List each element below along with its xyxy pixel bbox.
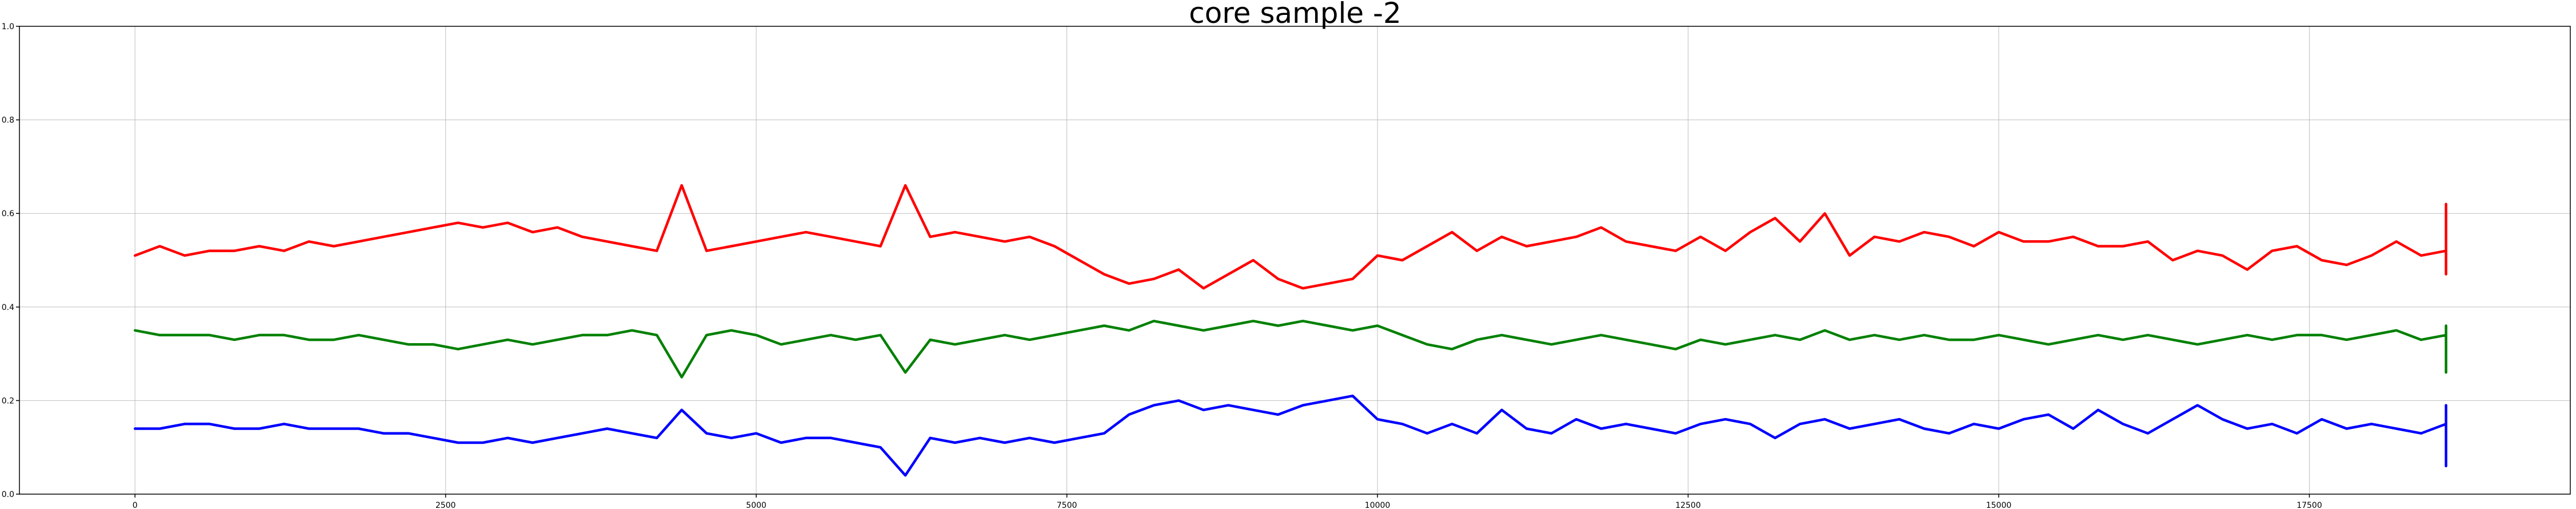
- x-axis: 0 2500 5000 7500 10000 12500 15000 17500: [133, 494, 2322, 509]
- x-tick-label: 5000: [746, 501, 766, 509]
- series-lines: [133, 184, 2447, 477]
- x-tick-label: 15000: [1986, 501, 2012, 509]
- y-axis: 0.0 0.2 0.4 0.6 0.8 1.0: [2, 22, 19, 499]
- y-tick-label: 0.4: [2, 303, 14, 312]
- x-tick-label: 2500: [436, 501, 456, 509]
- y-tick-label: 0.0: [2, 490, 14, 499]
- x-tick-label: 17500: [2297, 501, 2322, 509]
- y-tick-label: 0.2: [2, 396, 14, 405]
- x-tick-label: 7500: [1057, 501, 1077, 509]
- x-tick-label: 10000: [1365, 501, 1391, 509]
- plot-area-frame: [19, 26, 2571, 495]
- series-line-green: [133, 320, 2447, 379]
- x-tick-label: 0: [133, 501, 138, 509]
- series-line-red: [133, 184, 2447, 290]
- y-tick-label: 0.6: [2, 209, 14, 218]
- x-tick-label: 12500: [1675, 501, 1701, 509]
- y-tick-label: 0.8: [2, 116, 14, 125]
- chart-title: core sample -2: [1189, 0, 1401, 30]
- y-tick-label: 1.0: [2, 22, 14, 31]
- series-line-blue: [133, 394, 2447, 477]
